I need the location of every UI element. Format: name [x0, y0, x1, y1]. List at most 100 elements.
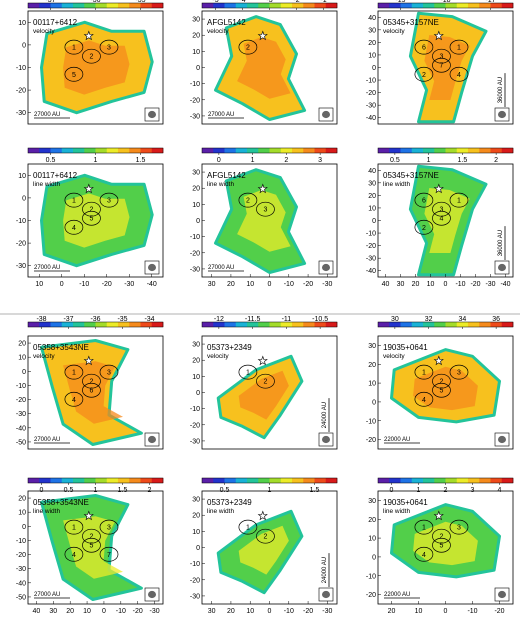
map-type-label: line width: [383, 508, 410, 515]
beam-ellipse: [322, 590, 330, 599]
core-label: 1: [72, 45, 76, 52]
x-tick-label: 10: [83, 608, 91, 615]
colorbar-tick-label: 36: [492, 316, 500, 323]
panel-11: 0.5 1 1.5 30 20 10 0 -10 -20 -30 30 20 10 0 -10 -20 -30 0…: [190, 477, 338, 615]
x-tick-label: -10: [116, 608, 126, 615]
colorbar-segment: [479, 322, 491, 327]
colorbar-segment: [269, 322, 282, 327]
core-contour: [82, 48, 101, 64]
panel-9: 30 32 34 363020100-10-2019035+0641velocity1…: [366, 316, 514, 450]
y-tick-label: -20: [190, 250, 200, 257]
panel-5: 0 1 2 3 30 20 10 0 -10 -20 -30 30 20 10 0 -10 -20 -30 AFGL…: [190, 147, 338, 288]
y-tick-label: -10: [190, 234, 200, 241]
core-label: 2: [89, 534, 93, 541]
y-tick-label: 10: [192, 529, 200, 536]
colorbar-segment: [411, 322, 424, 327]
colorbar-segment: [314, 322, 327, 327]
colorbar-segment: [258, 3, 270, 8]
core-label: 7: [107, 552, 111, 559]
colorbar-segment: [314, 148, 327, 153]
core-label: 3: [107, 370, 111, 377]
y-tick-label: 30: [368, 498, 376, 505]
core-label: 3: [107, 198, 111, 205]
beam-ellipse: [498, 435, 506, 444]
y-tick-label: 10: [18, 355, 26, 362]
y-tick-label: -40: [16, 580, 26, 587]
colorbar-segment: [280, 322, 293, 327]
source-name: 05358+3543NE: [33, 498, 89, 507]
colorbar-segment: [61, 322, 74, 327]
y-tick-label: 0: [196, 218, 200, 225]
colorbar-segment: [325, 322, 338, 327]
colorbar-segment: [445, 478, 458, 483]
colorbar-segment: [129, 478, 141, 483]
core-contour: [432, 210, 451, 226]
star-marker: [83, 183, 94, 194]
colorbar-segment: [235, 478, 248, 483]
x-tick-label: 30: [49, 608, 57, 615]
core-label: 2: [246, 198, 250, 205]
core-contour: [414, 219, 434, 235]
y-tick-label: -30: [16, 263, 26, 270]
beam-ellipse: [498, 590, 506, 599]
colorbar-segment: [50, 478, 63, 483]
core-label: 3: [439, 207, 443, 214]
colorbar-segment: [303, 148, 315, 153]
source-name: 00117+6412: [33, 171, 78, 180]
colorbar-segment: [501, 148, 514, 153]
y-tick-label: 20: [192, 358, 200, 365]
colorbar-segment: [39, 478, 51, 483]
colorbar-segment: [501, 3, 514, 8]
y-tick-label: 20: [368, 40, 376, 47]
source-name: 05345+3157NE: [383, 18, 439, 27]
colorbar-tick-label: -37: [45, 0, 55, 4]
x-tick-label: -30: [485, 281, 495, 288]
core-label: 6: [422, 198, 426, 205]
colorbar-tick-label: 0.5: [220, 487, 230, 494]
colorbar-tick-label: 30: [391, 316, 399, 323]
map-type-label: velocity: [383, 353, 405, 360]
colorbar-segment: [490, 322, 503, 327]
colorbar-segment: [303, 322, 315, 327]
y-tick-label: -20: [16, 241, 26, 248]
y-tick-label: -40: [366, 268, 376, 275]
colorbar-tick-label: 2: [494, 157, 498, 164]
map-type-label: velocity: [207, 353, 229, 360]
map-type-label: line width: [33, 508, 60, 515]
x-tick-label: -20: [303, 281, 313, 288]
colorbar-segment: [468, 148, 480, 153]
map-type-label: velocity: [207, 28, 229, 35]
star-marker: [257, 183, 268, 194]
colorbar-tick-label: 0.5: [64, 487, 74, 494]
core-contour: [64, 39, 84, 55]
x-tick-label: -40: [500, 281, 510, 288]
colorbar-segment: [140, 478, 153, 483]
source-name: AFGL5142: [207, 18, 246, 27]
plot-frame: [27, 335, 164, 450]
colorbar-segment: [314, 3, 327, 8]
x-tick-label: 10: [415, 608, 423, 615]
colorbar-tick-label: -2: [293, 0, 299, 4]
colorbar-segment: [479, 148, 491, 153]
colorbar-segment: [280, 478, 293, 483]
panel-10: 0 0.5 1 1.5 2 20 10 0 -10 -20 -30 -40 -50 40 30 20 10 0 -1…: [16, 477, 164, 615]
colorbar-segment: [468, 322, 480, 327]
core-contour: [238, 39, 258, 55]
x-tick-label: 40: [33, 608, 41, 615]
x-tick-label: -10: [79, 281, 89, 288]
colorbar-segment: [490, 478, 503, 483]
colorbar-segment: [303, 478, 315, 483]
emission-map-core: [237, 190, 291, 252]
source-name: 05373+2349: [207, 343, 252, 352]
beam-ellipse: [322, 110, 330, 119]
star-marker: [433, 30, 444, 41]
colorbar-segment: [202, 322, 214, 327]
colorbar-segment: [247, 478, 259, 483]
colorbar-segment: [140, 322, 153, 327]
colorbar-segment: [73, 322, 85, 327]
colorbar-tick-label: -34: [144, 316, 154, 323]
colorbar-segment: [434, 148, 446, 153]
emission-map-core: [63, 516, 123, 579]
y-tick-label: -10: [16, 65, 26, 72]
core-label: 5: [439, 543, 443, 550]
